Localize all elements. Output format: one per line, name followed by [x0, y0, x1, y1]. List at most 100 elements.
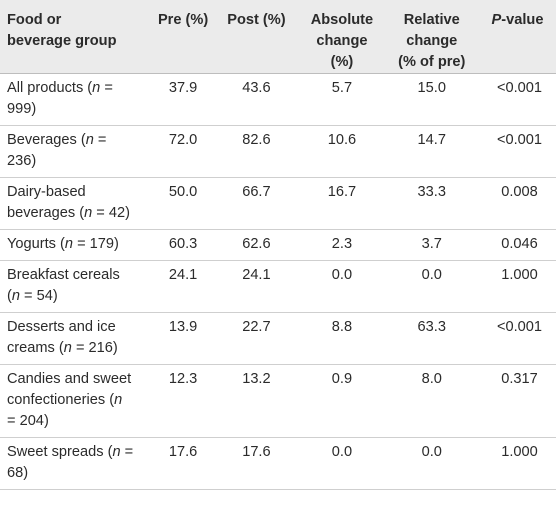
cell-post: 17.6: [242, 444, 271, 460]
table-row: Dairy-based beverages (n = 42) 50.0 66.7 16…: [0, 177, 556, 230]
header-post-label: Post (%): [227, 12, 286, 28]
cell-pre: 24.1: [168, 267, 198, 283]
cell-p: <0.001: [496, 319, 543, 335]
cell-abs: 8.8: [331, 319, 353, 335]
header-relative-change: Relative change (% of pre): [385, 0, 480, 74]
food-group-name: All products: [7, 80, 84, 96]
header-absolute-change: Absolute change (%): [299, 0, 384, 74]
header-row: Food or beverage group Pre (%) Post (%) …: [0, 0, 556, 74]
cell-rel: 33.3: [417, 184, 446, 200]
cell-p: <0.001: [496, 132, 543, 148]
cell-post: 24.1: [242, 267, 271, 283]
cell-post: 82.6: [242, 132, 271, 148]
table-row: Candies and sweet confectioneries (n = 2…: [0, 364, 556, 438]
cell-food-group: Dairy-based beverages (n = 42): [7, 184, 130, 221]
table-header: Food or beverage group Pre (%) Post (%) …: [0, 0, 556, 74]
sample-size-value: 204: [19, 413, 44, 429]
food-group-name: Candies and sweet confectioneries: [7, 371, 132, 408]
sample-size-symbol: n: [85, 132, 94, 148]
sample-size-value: 54: [36, 288, 53, 304]
sample-size-symbol: n: [112, 444, 121, 460]
cell-rel: 14.7: [417, 132, 446, 148]
cell-pre: 72.0: [168, 132, 198, 148]
cell-food-group: Yogurts (n = 179): [7, 236, 119, 252]
cell-post: 62.6: [242, 236, 271, 252]
sample-size-symbol: n: [11, 288, 20, 304]
header-abs-line1: Absolute: [310, 12, 374, 28]
sample-size-value: 42: [108, 205, 126, 221]
table-row: Breakfast cereals (n = 54) 24.1 24.1 0.0 0.0…: [0, 260, 556, 313]
cell-abs: 16.7: [327, 184, 357, 200]
sample-size-symbol: n: [114, 392, 123, 408]
sample-size-value: 68: [7, 465, 24, 481]
table-row: Sweet spreads (n = 68) 17.6 17.6 0.0 0.0 1.00…: [0, 437, 556, 490]
cell-p: 0.317: [501, 371, 538, 387]
food-group-name: Desserts and ice creams: [7, 319, 116, 356]
sample-size-symbol: n: [63, 340, 72, 356]
cell-food-group: Sweet spreads (n = 68): [7, 444, 134, 481]
table-row: All products (n = 999) 37.9 43.6 5.7 15.0 <0.…: [0, 73, 556, 126]
cell-pre: 17.6: [168, 444, 198, 460]
cell-food-group: All products (n = 999): [7, 80, 113, 117]
cell-abs: 0.0: [331, 444, 353, 460]
table-row: Desserts and ice creams (n = 216) 13.9 22.…: [0, 312, 556, 365]
cell-rel: 63.3: [417, 319, 446, 335]
cell-pre: 60.3: [168, 236, 198, 252]
header-food-group-label: Food or beverage group: [7, 12, 117, 49]
cell-p: 1.000: [501, 267, 538, 283]
results-table: Food or beverage group Pre (%) Post (%) …: [0, 0, 556, 490]
sample-size-value: 216: [88, 340, 113, 356]
cell-pre: 13.9: [168, 319, 198, 335]
cell-abs: 0.0: [331, 267, 353, 283]
cell-pre: 50.0: [168, 184, 198, 200]
table-row: Beverages (n = 236) 72.0 82.6 10.6 14.7 <0.00…: [0, 125, 556, 178]
header-p-rest: -value: [501, 12, 544, 28]
sample-size-value: 999: [7, 101, 32, 117]
cell-post: 22.7: [242, 319, 271, 335]
cell-post: 43.6: [242, 80, 271, 96]
cell-p: 1.000: [501, 444, 538, 460]
sample-size-value: 179: [89, 236, 115, 252]
header-rel-line3: (% of pre): [398, 54, 466, 70]
header-p-italic: P: [491, 12, 502, 28]
cell-food-group: Candies and sweet confectioneries (n = 2…: [7, 371, 132, 429]
sample-size-symbol: n: [92, 80, 101, 96]
header-post: Post (%): [213, 0, 299, 74]
cell-p: 0.046: [501, 236, 538, 252]
sample-size-value: 236: [7, 153, 32, 169]
cell-rel: 8.0: [421, 371, 442, 387]
header-p-value: P-value: [479, 0, 556, 74]
cell-rel: 0.0: [421, 444, 442, 460]
header-rel-line2: change: [406, 33, 458, 49]
table-row: Yogurts (n = 179) 60.3 62.6 2.3 3.7 0.046: [0, 229, 556, 261]
sample-size-symbol: n: [64, 236, 74, 252]
cell-food-group: Breakfast cereals (n = 54): [7, 267, 120, 304]
cell-pre: 37.9: [168, 80, 198, 96]
cell-abs: 10.6: [327, 132, 357, 148]
cell-pre: 12.3: [168, 371, 198, 387]
header-pre: Pre (%): [135, 0, 214, 74]
cell-p: <0.001: [496, 80, 543, 96]
food-group-name: Yogurts: [7, 236, 56, 252]
sample-size-symbol: n: [84, 205, 93, 221]
cell-p: 0.008: [501, 184, 538, 200]
header-rel-line1: Relative: [403, 12, 460, 28]
cell-food-group: Desserts and ice creams (n = 216): [7, 319, 118, 356]
cell-post: 66.7: [242, 184, 271, 200]
food-group-name: Beverages: [7, 132, 77, 148]
food-group-name: Sweet spreads: [7, 444, 104, 460]
cell-post: 13.2: [242, 371, 271, 387]
header-abs-line3: (%): [330, 54, 354, 70]
table-body: All products (n = 999) 37.9 43.6 5.7 15.0 <0.…: [0, 73, 556, 490]
header-food-group: Food or beverage group: [0, 0, 135, 74]
cell-rel: 0.0: [421, 267, 442, 283]
cell-abs: 0.9: [331, 371, 353, 387]
cell-rel: 15.0: [417, 80, 446, 96]
cell-rel: 3.7: [421, 236, 442, 252]
food-group-name: Breakfast cereals: [7, 267, 120, 283]
cell-abs: 2.3: [331, 236, 353, 252]
header-pre-label: Pre (%): [157, 12, 209, 28]
food-group-name: Dairy-based beverages: [7, 184, 86, 221]
cell-food-group: Beverages (n = 236): [7, 132, 107, 169]
